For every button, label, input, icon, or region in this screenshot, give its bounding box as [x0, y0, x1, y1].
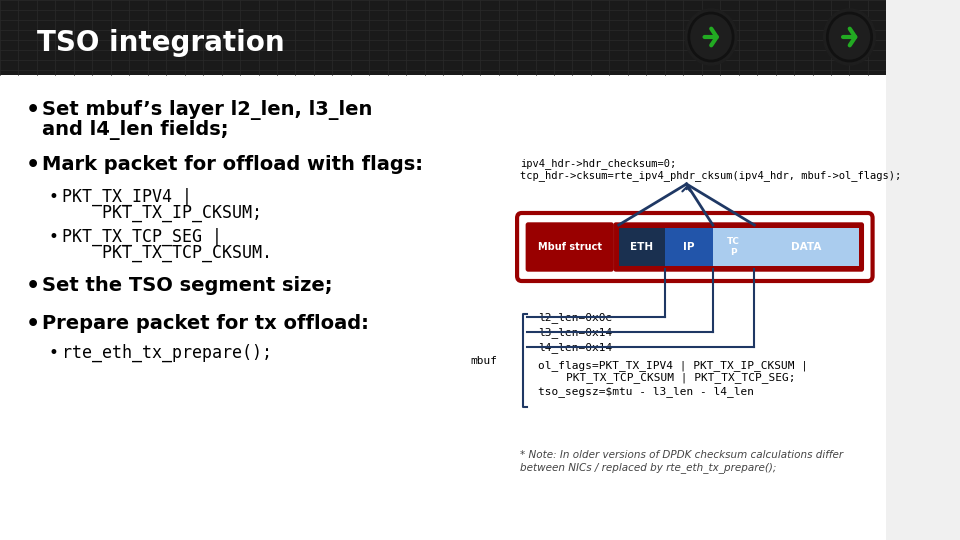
- Text: •: •: [26, 314, 40, 334]
- FancyBboxPatch shape: [526, 223, 613, 271]
- Text: Set mbuf’s layer l2_len, l3_len: Set mbuf’s layer l2_len, l3_len: [42, 100, 372, 120]
- Text: TC
P: TC P: [727, 237, 740, 256]
- Text: •: •: [49, 344, 59, 362]
- Bar: [0, 0, 886, 75]
- Text: PKT_TX_TCP_SEG |: PKT_TX_TCP_SEG |: [61, 228, 222, 246]
- Bar: [755, 228, 859, 266]
- Text: PKT_TX_IPV4 |: PKT_TX_IPV4 |: [61, 188, 192, 206]
- Circle shape: [824, 9, 876, 65]
- Text: •: •: [49, 228, 59, 246]
- Text: Mark packet for offload with flags:: Mark packet for offload with flags:: [42, 155, 423, 174]
- Text: PKT_TX_IP_CKSUM;: PKT_TX_IP_CKSUM;: [61, 204, 262, 222]
- Text: l2_len=0x0e: l2_len=0x0e: [539, 312, 612, 323]
- Text: PKT_TX_TCP_CKSUM.: PKT_TX_TCP_CKSUM.: [61, 244, 272, 262]
- Text: Prepare packet for tx offload:: Prepare packet for tx offload:: [42, 314, 370, 333]
- Text: IP: IP: [684, 242, 695, 252]
- Text: Set the TSO segment size;: Set the TSO segment size;: [42, 276, 333, 295]
- Text: •: •: [49, 188, 59, 206]
- Text: l4_len=0x14: l4_len=0x14: [539, 342, 612, 353]
- Circle shape: [685, 9, 737, 65]
- Bar: [618, 228, 665, 266]
- Bar: [665, 228, 713, 266]
- Text: Mbuf struct: Mbuf struct: [538, 242, 602, 252]
- Text: ipv4_hdr->hdr_checksum=0;: ipv4_hdr->hdr_checksum=0;: [520, 158, 676, 169]
- Text: mbuf: mbuf: [470, 355, 497, 366]
- Text: •: •: [26, 276, 40, 296]
- Bar: [0, 75, 886, 540]
- Text: TSO integration: TSO integration: [36, 29, 284, 57]
- Text: ETH: ETH: [630, 242, 654, 252]
- Text: tso_segsz=$mtu - l3_len - l4_len: tso_segsz=$mtu - l3_len - l4_len: [539, 386, 755, 397]
- Text: * Note: In older versions of DPDK checksum calculations differ
between NICs / re: * Note: In older versions of DPDK checks…: [520, 450, 843, 472]
- Bar: [713, 228, 755, 266]
- Text: DATA: DATA: [791, 242, 822, 252]
- FancyBboxPatch shape: [517, 213, 873, 281]
- Text: tcp_hdr->cksum=rte_ipv4_phdr_cksum(ipv4_hdr, mbuf->ol_flags);: tcp_hdr->cksum=rte_ipv4_phdr_cksum(ipv4_…: [520, 170, 901, 181]
- Text: •: •: [26, 155, 40, 175]
- Text: rte_eth_tx_prepare();: rte_eth_tx_prepare();: [61, 344, 272, 362]
- Text: •: •: [26, 100, 40, 120]
- Text: l3_len=0x14: l3_len=0x14: [539, 327, 612, 338]
- Text: ol_flags=PKT_TX_IPV4 | PKT_TX_IP_CKSUM |: ol_flags=PKT_TX_IPV4 | PKT_TX_IP_CKSUM |: [539, 360, 808, 371]
- FancyBboxPatch shape: [614, 223, 863, 271]
- Text: and l4_len fields;: and l4_len fields;: [42, 120, 229, 140]
- Text: PKT_TX_TCP_CKSUM | PKT_TX_TCP_SEG;: PKT_TX_TCP_CKSUM | PKT_TX_TCP_SEG;: [566, 372, 796, 383]
